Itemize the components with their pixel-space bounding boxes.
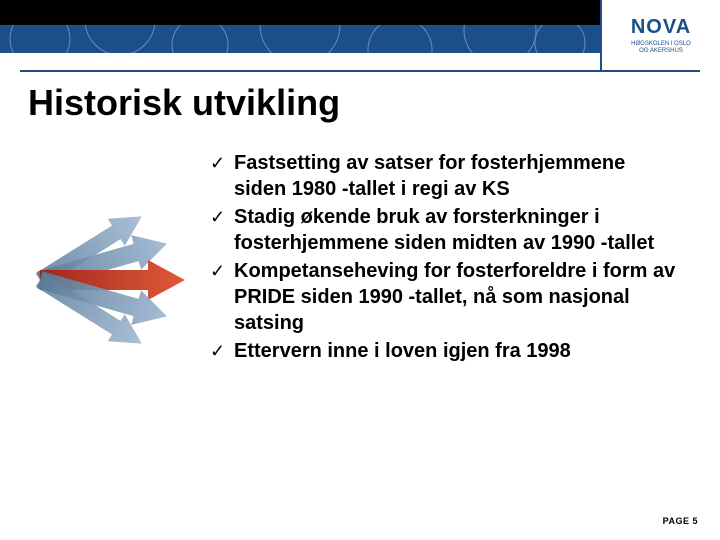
check-icon: ✓ [210,338,234,364]
slide-header: NOVA HØGSKOLEN I OSLO OG AKERSHUS [0,0,720,70]
logo-area: NOVA HØGSKOLEN I OSLO OG AKERSHUS [600,0,720,70]
check-icon: ✓ [210,204,234,230]
header-black-bar [0,0,600,25]
logo-sub: HØGSKOLEN I OSLO OG AKERSHUS [631,41,691,54]
list-item: ✓ Kompetanseheving for fosterforeldre i … [210,258,680,336]
logo-main: NOVA [631,16,691,39]
header-divider [20,70,700,72]
page-number: PAGE 5 [663,516,698,526]
check-icon: ✓ [210,150,234,176]
list-item: ✓ Fastsetting av satser for fosterhjemme… [210,150,680,202]
bullet-text: Ettervern inne i loven igjen fra 1998 [234,338,571,364]
bullet-text: Kompetanseheving for fosterforeldre i fo… [234,258,680,336]
list-item: ✓ Ettervern inne i loven igjen fra 1998 [210,338,680,364]
list-item: ✓ Stadig økende bruk av forsterkninger i… [210,204,680,256]
bullet-text: Fastsetting av satser for fosterhjemmene… [234,150,680,202]
header-blue-bar [0,25,600,53]
bullet-text: Stadig økende bruk av forsterkninger i f… [234,204,680,256]
arrows-graphic [30,200,190,360]
slide-title: Historisk utvikling [28,82,340,124]
bullet-list: ✓ Fastsetting av satser for fosterhjemme… [210,150,680,366]
header-pattern [0,25,600,53]
check-icon: ✓ [210,258,234,284]
